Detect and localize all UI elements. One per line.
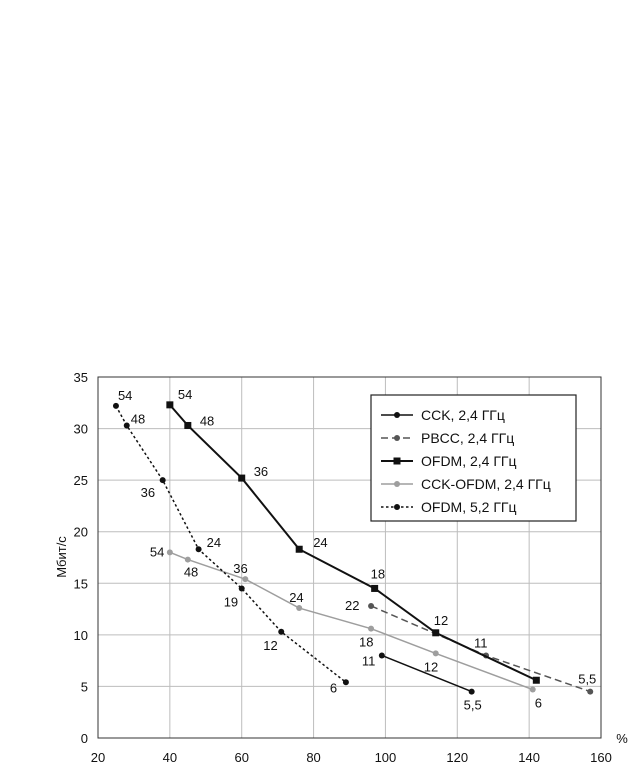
data-point: [368, 602, 375, 609]
data-label: 54: [178, 387, 192, 402]
legend-label-4: OFDM, 5,2 ГГц: [421, 499, 517, 515]
data-point: [342, 679, 349, 686]
data-point: [432, 629, 440, 637]
x-axis-ticks: 20 40 60 80 100 120 140 160: [91, 750, 612, 765]
y-tick-label: 10: [74, 628, 88, 643]
data-point: [195, 546, 202, 553]
x-axis-label: %: [616, 731, 628, 746]
data-label: 24: [289, 590, 303, 605]
data-label: 6: [330, 680, 337, 695]
x-tick-label: 60: [234, 750, 248, 765]
data-point: [238, 474, 246, 482]
data-label: 22: [345, 598, 359, 613]
data-point: [468, 688, 475, 695]
data-label: 6: [535, 696, 542, 711]
legend-items: [381, 412, 413, 510]
data-point: [368, 625, 375, 632]
data-label: 48: [131, 411, 145, 426]
data-label: 18: [371, 566, 385, 581]
legend-swatch-marker: [394, 435, 400, 441]
series-2: [166, 401, 540, 684]
data-point: [296, 605, 303, 612]
data-label: 12: [434, 613, 448, 628]
series-line: [381, 654, 472, 693]
data-label: 11: [362, 653, 376, 668]
y-axis-ticks: 0 5 10 15 20 25 30 35: [74, 370, 88, 746]
point-labels: 11 5,5 22 11 5,5 54 48 36 24 18 12 54 48 36 24 18 12 6 54 4…: [118, 387, 596, 713]
data-point: [432, 650, 439, 657]
y-tick-label: 35: [74, 370, 88, 385]
legend-label-0: CCK, 2,4 ГГц: [421, 407, 505, 423]
data-point: [159, 477, 166, 484]
x-tick-label: 140: [518, 750, 540, 765]
series-0: [378, 652, 475, 695]
data-point: [123, 422, 130, 429]
data-point: [184, 421, 192, 429]
y-tick-label: 20: [74, 525, 88, 540]
x-tick-label: 20: [91, 750, 105, 765]
plot-frame: [97, 376, 602, 739]
legend: CCK, 2,4 ГГц PBCC, 2,4 ГГц OFDM, 2,4 ГГц…: [370, 394, 577, 522]
data-label: 24: [313, 535, 327, 550]
legend-swatch-marker: [394, 504, 400, 510]
data-point: [532, 676, 540, 684]
data-point: [184, 556, 191, 563]
data-point: [587, 688, 594, 695]
x-tick-label: 160: [590, 750, 612, 765]
y-tick-label: 25: [74, 473, 88, 488]
data-point: [371, 584, 379, 592]
series-4: [112, 402, 349, 686]
legend-swatch-marker: [394, 481, 400, 487]
legend-swatch-marker: [393, 457, 401, 465]
x-tick-label: 100: [375, 750, 397, 765]
data-point: [112, 402, 119, 409]
x-tick-label: 80: [306, 750, 320, 765]
data-label: 12: [263, 638, 277, 653]
data-label: 18: [359, 635, 373, 650]
data-point: [378, 652, 385, 659]
data-point: [295, 545, 303, 553]
data-point: [278, 628, 285, 635]
x-tick-label: 120: [446, 750, 468, 765]
data-point: [166, 549, 173, 556]
data-label: 5,5: [464, 698, 482, 713]
data-label: 12: [424, 659, 438, 674]
data-label: 48: [184, 565, 198, 580]
data-label: 48: [200, 413, 214, 428]
data-label: 24: [207, 535, 221, 550]
legend-swatch-marker: [394, 412, 400, 418]
data-label: 36: [141, 485, 155, 500]
data-label: 54: [150, 544, 164, 559]
data-label: 5,5: [578, 672, 596, 687]
data-label: 19: [224, 594, 238, 609]
data-label: 36: [233, 561, 247, 576]
legend-label-3: CCK-OFDM, 2,4 ГГц: [421, 476, 551, 492]
data-label: 11: [474, 635, 488, 650]
y-tick-label: 30: [74, 422, 88, 437]
legend-box: [370, 394, 577, 522]
data-point: [529, 686, 536, 693]
data-point: [238, 585, 245, 592]
x-tick-label: 40: [163, 750, 177, 765]
series-3: [166, 549, 536, 693]
data-label: 36: [254, 464, 268, 479]
y-axis-label: Мбит/с: [54, 536, 69, 578]
legend-label-2: OFDM, 2,4 ГГц: [421, 453, 517, 469]
y-tick-label: 5: [81, 679, 88, 694]
y-tick-label: 0: [81, 731, 88, 746]
data-label: 54: [118, 388, 132, 403]
legend-label-1: PBCC, 2,4 ГГц: [421, 430, 514, 446]
data-point: [166, 401, 174, 409]
data-point: [242, 576, 249, 583]
y-tick-label: 15: [74, 576, 88, 591]
series-group: [112, 401, 594, 695]
